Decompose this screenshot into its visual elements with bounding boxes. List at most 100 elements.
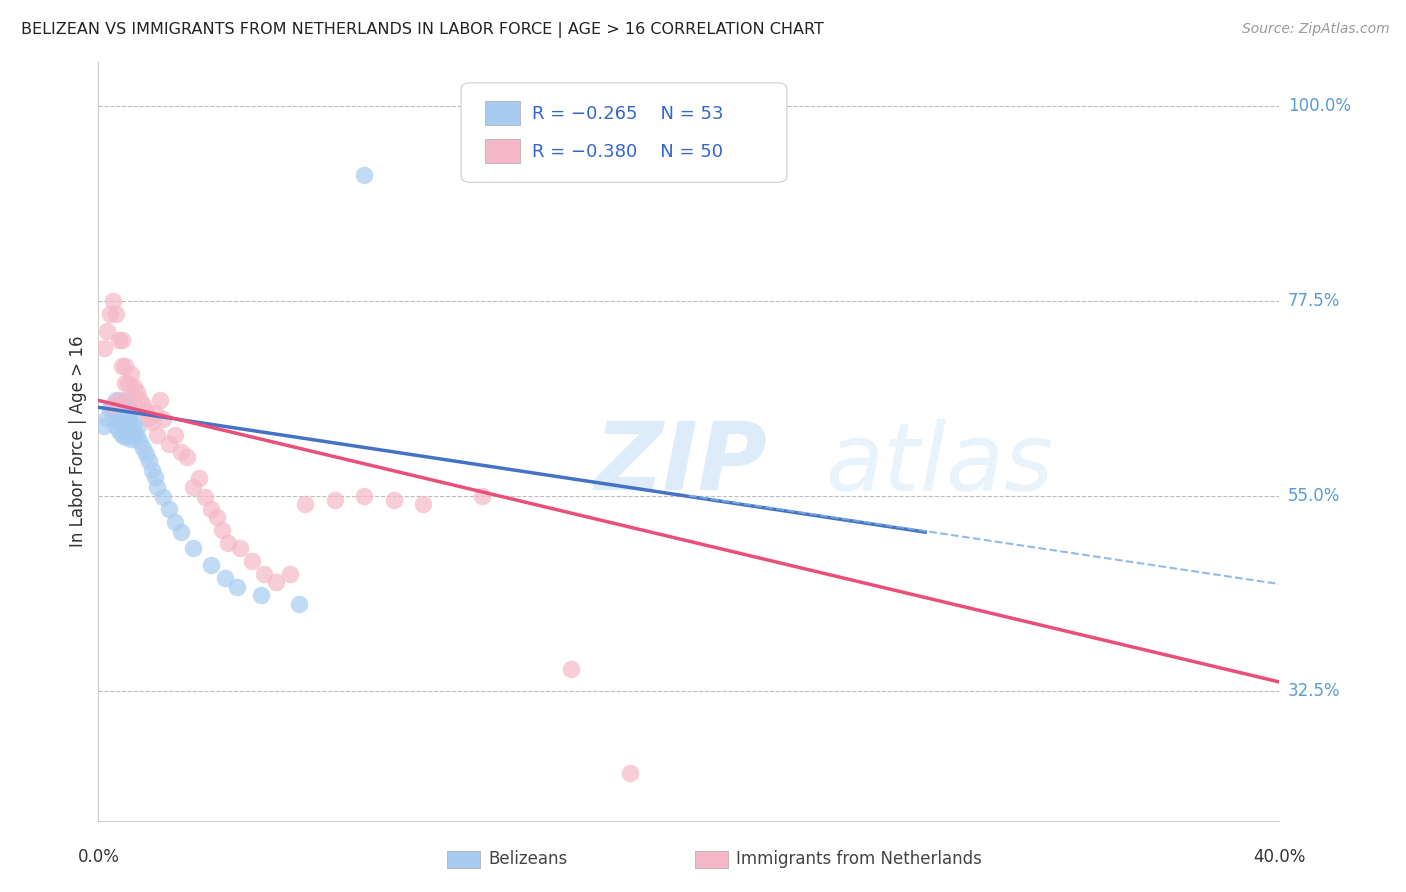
Point [105, 419, 128, 434]
Point [122, 426, 145, 441]
Point [117, 376, 139, 390]
Point [143, 406, 166, 420]
Point [619, 766, 641, 780]
Point [181, 541, 204, 555]
Point [114, 359, 136, 373]
Point [128, 393, 150, 408]
Point [152, 491, 174, 505]
Point [214, 571, 236, 585]
Point [105, 307, 128, 321]
Point [187, 471, 209, 485]
Point [120, 368, 142, 382]
Text: BELIZEAN VS IMMIGRANTS FROM NETHERLANDS IN LABOR FORCE | AGE > 16 CORRELATION CH: BELIZEAN VS IMMIGRANTS FROM NETHERLANDS … [21, 22, 824, 38]
Point [240, 554, 263, 568]
Text: Immigrants from Netherlands: Immigrants from Netherlands [737, 850, 981, 868]
Point [114, 393, 136, 408]
Point [152, 412, 174, 426]
Point [132, 398, 155, 412]
Point [117, 401, 139, 415]
Point [471, 489, 494, 503]
Point [108, 401, 131, 415]
Point [323, 493, 346, 508]
Point [111, 398, 134, 412]
Point [226, 580, 249, 594]
Text: atlas: atlas [825, 418, 1053, 510]
Point [105, 406, 128, 420]
Point [125, 384, 148, 399]
Point [146, 480, 169, 494]
FancyBboxPatch shape [695, 851, 728, 868]
FancyBboxPatch shape [461, 83, 787, 182]
Text: ZIP: ZIP [595, 418, 768, 510]
Point [108, 409, 131, 423]
Point [217, 536, 239, 550]
Point [132, 441, 155, 455]
Point [135, 447, 157, 461]
Point [114, 412, 136, 426]
Point [294, 497, 316, 511]
Point [96, 324, 118, 338]
Point [103, 293, 125, 308]
Point [108, 333, 131, 347]
Point [157, 436, 180, 450]
Point [205, 510, 228, 524]
Point [181, 480, 204, 494]
Point [200, 501, 222, 516]
Point [412, 497, 434, 511]
Text: Belizeans: Belizeans [488, 850, 568, 868]
Text: 77.5%: 77.5% [1288, 292, 1340, 310]
FancyBboxPatch shape [447, 851, 479, 868]
FancyBboxPatch shape [485, 101, 520, 126]
Point [288, 597, 311, 611]
Point [176, 450, 198, 464]
Point [353, 489, 375, 503]
Point [114, 424, 136, 438]
Point [111, 359, 134, 373]
Point [111, 417, 134, 432]
Point [96, 410, 118, 425]
Text: 100.0%: 100.0% [1288, 96, 1351, 115]
Point [353, 168, 375, 182]
Point [135, 404, 157, 418]
Point [170, 525, 193, 540]
Point [146, 428, 169, 442]
Point [103, 398, 125, 412]
Point [122, 415, 145, 429]
Point [111, 408, 134, 422]
Point [93, 419, 115, 434]
Point [103, 398, 125, 412]
Text: 55.0%: 55.0% [1288, 487, 1340, 505]
Point [114, 376, 136, 390]
Point [120, 415, 142, 429]
Point [120, 424, 142, 438]
Point [114, 417, 136, 432]
Point [117, 414, 139, 428]
Point [114, 430, 136, 444]
Point [105, 393, 128, 408]
Point [560, 662, 582, 676]
Point [382, 493, 405, 508]
Point [108, 393, 131, 408]
Point [114, 401, 136, 415]
Point [170, 445, 193, 459]
Point [117, 393, 139, 408]
Point [264, 575, 287, 590]
Point [141, 463, 163, 477]
Point [125, 421, 148, 435]
Point [229, 541, 252, 555]
Point [117, 428, 139, 442]
Point [98, 307, 121, 321]
Point [98, 402, 121, 417]
Text: 0.0%: 0.0% [77, 848, 120, 866]
Point [157, 501, 180, 516]
FancyBboxPatch shape [485, 139, 520, 163]
Text: 32.5%: 32.5% [1288, 681, 1340, 699]
Point [211, 524, 233, 538]
Point [103, 410, 125, 425]
Point [194, 491, 217, 505]
Point [114, 406, 136, 420]
Point [122, 380, 145, 394]
Point [117, 407, 139, 421]
Text: Source: ZipAtlas.com: Source: ZipAtlas.com [1241, 22, 1389, 37]
Text: R = −0.380    N = 50: R = −0.380 N = 50 [531, 143, 723, 161]
